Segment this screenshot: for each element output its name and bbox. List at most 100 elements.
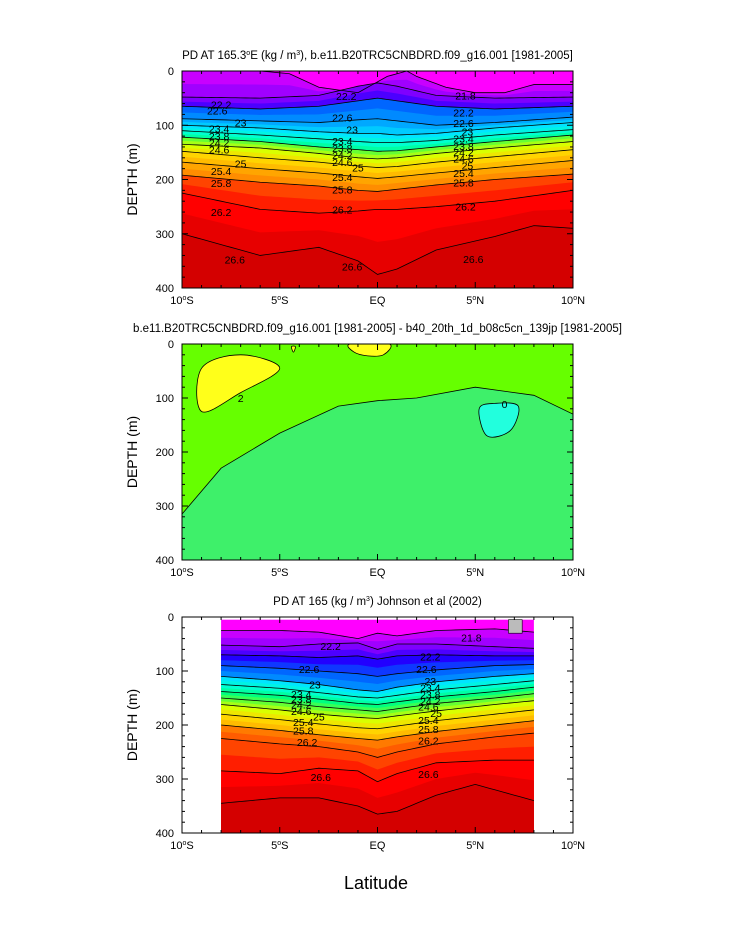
- y-tick-label: 400: [156, 828, 174, 840]
- x-tick-label: 5oN: [466, 295, 484, 307]
- y-tick-label: 0: [168, 66, 174, 78]
- contour-label: 2: [238, 393, 244, 405]
- x-tick-number: 5: [271, 840, 277, 852]
- contour-label: 23: [424, 676, 436, 688]
- x-tick-label: 10oN: [561, 840, 585, 852]
- contour-label: 23.8: [332, 143, 353, 155]
- y-tick-label: 0: [168, 339, 174, 351]
- title-superscript: 3: [366, 596, 370, 603]
- isopycnal-line: [221, 680, 534, 699]
- contour-label: 25.4: [453, 168, 474, 180]
- contour-label: 25: [430, 708, 442, 720]
- isopycnal-line: [221, 693, 534, 712]
- x-tick-hemisphere: N: [577, 840, 585, 852]
- x-tick-number: 5: [271, 567, 277, 579]
- x-tick-degree: o: [573, 567, 577, 574]
- x-tick-label: 5oS: [271, 840, 288, 852]
- isopycnal-line: [182, 189, 573, 214]
- panel-title: PD AT 165.3oE (kg / m3), b.e11.B20TRC5CN…: [182, 50, 573, 62]
- contour-label: 23.8: [209, 131, 230, 143]
- x-tick-degree: o: [183, 567, 187, 574]
- x-tick-number: 10: [561, 567, 573, 579]
- contour-label: 26.2: [332, 204, 353, 216]
- title-part: E (kg / m: [250, 50, 296, 62]
- x-tick-hemisphere: N: [476, 295, 484, 307]
- title-part: ), b.e11.B20TRC5CNBDRD.f09_g16.001 [1981…: [300, 50, 573, 62]
- x-tick-hemisphere: S: [186, 840, 193, 852]
- x-tick-hemisphere: S: [281, 295, 288, 307]
- x-tick-degree: o: [573, 840, 577, 847]
- x-tick-label: 5oN: [466, 840, 484, 852]
- contour-label: 23.8: [420, 689, 441, 701]
- y-tick-label: 100: [156, 666, 174, 678]
- x-tick-number: EQ: [370, 567, 386, 579]
- contour-label: 23.4: [209, 124, 230, 136]
- plot-area: 22.222.62323.423.824.224.62525.425.826.2…: [182, 71, 573, 288]
- contour-label: 21.8: [455, 90, 476, 102]
- contour-label: 25.8: [453, 177, 474, 189]
- contour-label: 22.6: [332, 113, 353, 125]
- contour-label: 24.6: [209, 145, 230, 157]
- contour-label: 23.8: [453, 141, 474, 153]
- y-axis-label: DEPTH (m): [124, 416, 140, 488]
- y-axis-label: DEPTH (m): [124, 143, 140, 215]
- isopycnal-line: [182, 97, 573, 110]
- y-tick-label: 300: [156, 774, 174, 786]
- x-tick-hemisphere: S: [186, 567, 193, 579]
- isopycnal-line: [182, 149, 573, 168]
- x-tick-number: 10: [561, 840, 573, 852]
- contour-label: 25: [313, 711, 325, 723]
- contour-label: 22.2: [453, 107, 474, 119]
- x-tick-hemisphere: S: [281, 840, 288, 852]
- contour-label: 26.2: [211, 207, 232, 219]
- y-tick-label: 300: [156, 501, 174, 513]
- figure-xlabel: Latitude: [344, 873, 408, 893]
- x-tick-number: 10: [170, 295, 182, 307]
- contour-label: 23.4: [453, 133, 474, 145]
- x-tick-degree: o: [277, 567, 281, 574]
- x-tick-hemisphere: N: [577, 567, 585, 579]
- isopycnal-line: [182, 82, 573, 99]
- isopycnal-line: [182, 71, 573, 94]
- contour-label: 26.2: [297, 737, 318, 749]
- contour-label: 25.4: [418, 715, 439, 727]
- isopycnal-line: [221, 654, 534, 660]
- isopycnal-line: [182, 225, 573, 275]
- x-tick-number: 5: [466, 567, 472, 579]
- title-part: ) Johnson et al (2002): [370, 596, 482, 608]
- difference-region-2: [196, 354, 281, 413]
- contour-label: 23: [462, 126, 474, 138]
- contour-label: 24.6: [332, 157, 353, 169]
- x-tick-number: 5: [466, 295, 472, 307]
- contour-label: 25.8: [293, 725, 314, 737]
- title-part: PD AT 165.3: [182, 50, 246, 62]
- x-tick-label: 10oS: [170, 840, 194, 852]
- contour-label: 25: [352, 163, 364, 175]
- isopycnal-line: [221, 642, 534, 650]
- contour-label: 24.6: [453, 153, 474, 165]
- x-tick-number: 5: [466, 840, 472, 852]
- missing-data-patch: [508, 619, 523, 634]
- contour-label: 22.2: [211, 100, 232, 112]
- x-tick-hemisphere: N: [476, 567, 484, 579]
- y-tick-label: 0: [168, 612, 174, 624]
- contour-label: 25.4: [332, 172, 353, 184]
- contour-label: 22.2: [420, 652, 441, 664]
- x-tick-number: 10: [170, 567, 182, 579]
- title-superscript: 3: [296, 50, 300, 57]
- contour-label: 23: [346, 125, 358, 137]
- y-tick-label: 400: [156, 555, 174, 567]
- isopycnal-line: [221, 686, 534, 705]
- x-tick-degree: o: [183, 295, 187, 302]
- x-tick-label: 10oS: [170, 567, 194, 579]
- x-tick-hemisphere: S: [186, 295, 193, 307]
- contour-label: 22.6: [453, 118, 474, 130]
- x-tick-degree: o: [183, 840, 187, 847]
- contour-label: 0: [502, 399, 508, 411]
- y-tick-label: 200: [156, 175, 174, 187]
- x-tick-hemisphere: S: [281, 567, 288, 579]
- x-tick-label: 5oN: [466, 567, 484, 579]
- x-tick-label: EQ: [370, 840, 386, 852]
